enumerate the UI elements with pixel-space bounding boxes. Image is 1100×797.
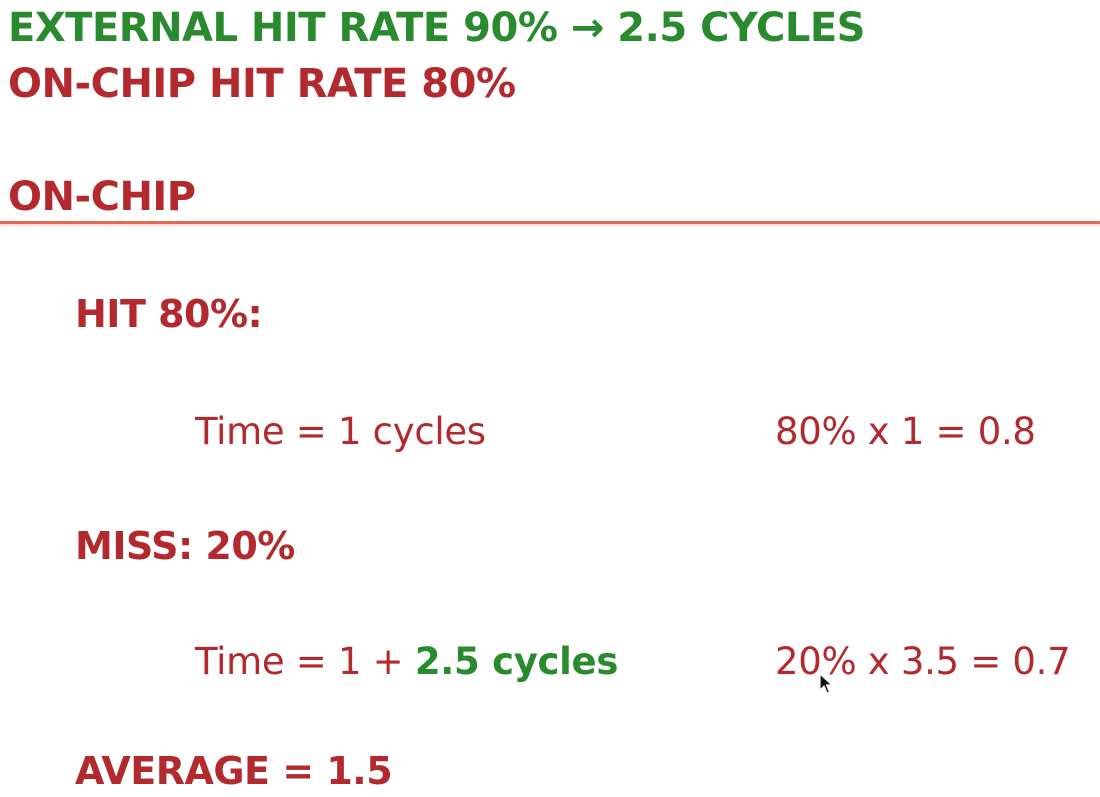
miss-time-highlight: 2.5 cycles	[414, 640, 619, 683]
section-divider	[0, 221, 1100, 224]
miss-time: Time = 1 + 2.5 cycles	[195, 643, 618, 680]
hit-label: HIT 80%:	[75, 292, 263, 336]
hit-time: Time = 1 cycles	[195, 410, 486, 453]
miss-label: MISS: 20%	[75, 524, 295, 568]
on-chip-hit-rate-heading: ON-CHIP HIT RATE 80%	[8, 61, 516, 107]
external-hit-rate-heading: EXTERNAL HIT RATE 90% → 2.5 CYCLES	[8, 5, 865, 51]
mouse-pointer-icon	[819, 673, 833, 694]
section-title: ON-CHIP	[8, 174, 196, 220]
average-result: AVERAGE = 1.5	[75, 749, 393, 793]
hit-calculation: 80% x 1 = 0.8	[775, 410, 1036, 453]
miss-time-prefix: Time = 1 +	[195, 640, 415, 683]
miss-calculation: 20% x 3.5 = 0.7	[775, 640, 1071, 683]
